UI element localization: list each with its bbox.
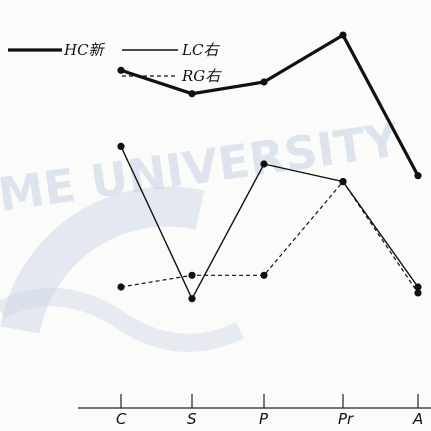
series-1-point-s — [188, 90, 196, 98]
series-3-point-p — [260, 271, 268, 279]
watermark-text: ME UNIVERSITY — [0, 112, 403, 222]
series-3-point-c — [117, 283, 125, 291]
watermark-wave — [0, 288, 245, 352]
series-1-point-p — [260, 78, 268, 86]
series-2-point-s — [188, 295, 196, 303]
legend-label-3: RG右 — [181, 67, 222, 85]
series-3-point-pr — [339, 178, 347, 186]
series-2-point-c — [117, 142, 125, 150]
series-2-point-a — [414, 283, 422, 291]
series-3-point-a — [414, 289, 422, 297]
x-axis: C S P Pr A — [78, 394, 431, 428]
legend-label-2: LC右 — [181, 41, 220, 59]
series-2-point-p — [260, 160, 268, 168]
series-1-point-c — [117, 66, 125, 74]
series-1-point-a — [414, 172, 422, 180]
watermark-arc — [0, 186, 205, 334]
legend-label-1: HC新 — [63, 41, 106, 59]
x-tick-label-pr: Pr — [338, 410, 354, 428]
series-1-point-pr — [339, 31, 347, 39]
x-tick-label-p: P — [259, 410, 269, 428]
x-tick-label-s: S — [187, 410, 197, 428]
legend: HC新 LC右 RG右 — [8, 41, 222, 85]
x-tick-label-a: A — [412, 410, 423, 428]
series-3-point-s — [188, 271, 196, 279]
watermark-logo: ME UNIVERSITY — [0, 112, 403, 352]
series-group — [117, 31, 422, 303]
x-tick-label-c: C — [116, 410, 127, 428]
